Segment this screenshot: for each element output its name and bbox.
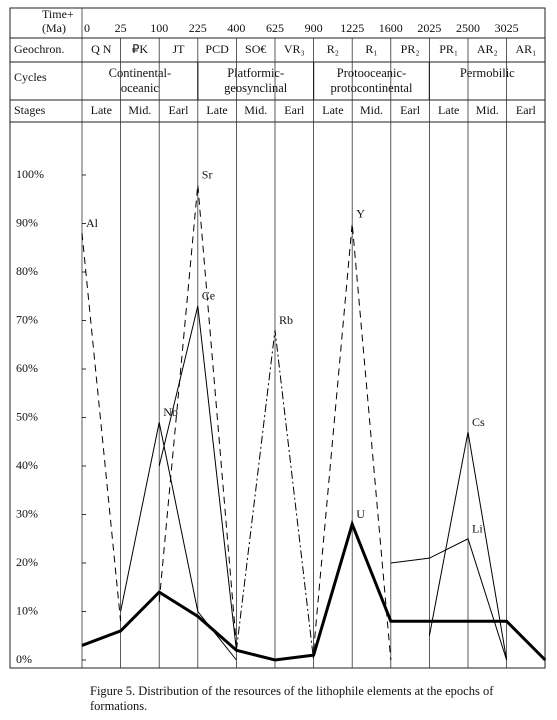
series-line [81,233,122,622]
geochron-label: VR₃ [284,42,305,56]
y-tick-label: 30% [16,506,38,520]
series-label: Rb [279,313,293,327]
time-title: Time+ [42,7,74,21]
y-tick-label: 50% [16,409,38,423]
stages-label: Stages [14,103,46,117]
stage-label: Late [322,103,343,117]
geochron-label: Q N [91,42,112,56]
geochron-label: R₂ [327,42,339,56]
y-tick-label: 0% [16,652,32,666]
series-line [428,431,508,661]
geochron-label: AR₂ [477,42,498,56]
time-unit: (Ma) [42,21,66,35]
stage-label: Mid. [476,103,499,117]
time-label: 0 [84,21,90,35]
time-label: 400 [227,21,245,35]
cycle-label: Permobilic [459,66,515,80]
series-line [120,422,237,661]
y-tick-label: 20% [16,555,38,569]
series-label: Ce [202,289,215,303]
geochron-label: R₁ [365,42,377,56]
time-label: 1225 [340,21,364,35]
stage-label: Earl [516,103,537,117]
stage-label: Earl [284,103,305,117]
series-label: U [356,507,365,521]
stage-label: Mid. [244,103,267,117]
cycles-label: Cycles [14,70,47,84]
series-label: Cs [472,415,485,429]
geochron-label: PR₁ [439,42,458,56]
time-label: 625 [266,21,284,35]
geochron-label: JT [173,42,186,56]
series-line [313,223,392,661]
geochron-label: SO€ [245,42,266,56]
geochron-label: ₽K [132,42,149,56]
cycle-label: Continental-oceanic [108,66,172,95]
time-label: 25 [115,21,127,35]
series-label: Al [86,216,99,230]
time-label: 900 [305,21,323,35]
stage-label: Mid. [360,103,383,117]
time-label: 2025 [417,21,441,35]
geochron-label: PR₂ [401,42,420,56]
geochron-label: PCD [205,42,229,56]
time-label: 100 [150,21,168,35]
stage-label: Late [438,103,459,117]
stage-label: Earl [400,103,421,117]
cycle-label: Protooceanic-protocontinental [330,66,413,95]
y-tick-label: 80% [16,264,38,278]
y-tick-label: 100% [16,167,44,181]
cycle-label: Platformic-geosynclinal [224,66,288,95]
y-tick-label: 90% [16,215,38,229]
series-line [390,538,508,661]
y-tick-label: 70% [16,312,38,326]
series-line [158,305,237,651]
chart: Time+ (Ma) Geochron. Cycles Stages 0 25 10… [9,7,547,669]
series-label: Sr [202,167,213,181]
series-line [81,519,547,662]
time-label: 225 [189,21,207,35]
y-tick-label: 60% [16,361,38,375]
y-tick-label: 40% [16,458,38,472]
geochron-label: AR₁ [515,42,536,56]
time-label: 2500 [456,21,480,35]
series-label: Li [472,522,483,536]
time-label: 1600 [379,21,403,35]
y-tick-label: 10% [16,603,38,617]
stage-label: Late [91,103,112,117]
series-line [235,330,315,661]
caption: Figure 5. Distribution of the resources … [90,684,494,713]
stage-label: Earl [169,103,190,117]
time-label: 3025 [495,21,519,35]
geochron-label: Geochron. [14,42,64,56]
stage-label: Late [206,103,227,117]
series-label: Nb [163,405,178,419]
series-label: Y [356,206,365,220]
stage-label: Mid. [128,103,151,117]
